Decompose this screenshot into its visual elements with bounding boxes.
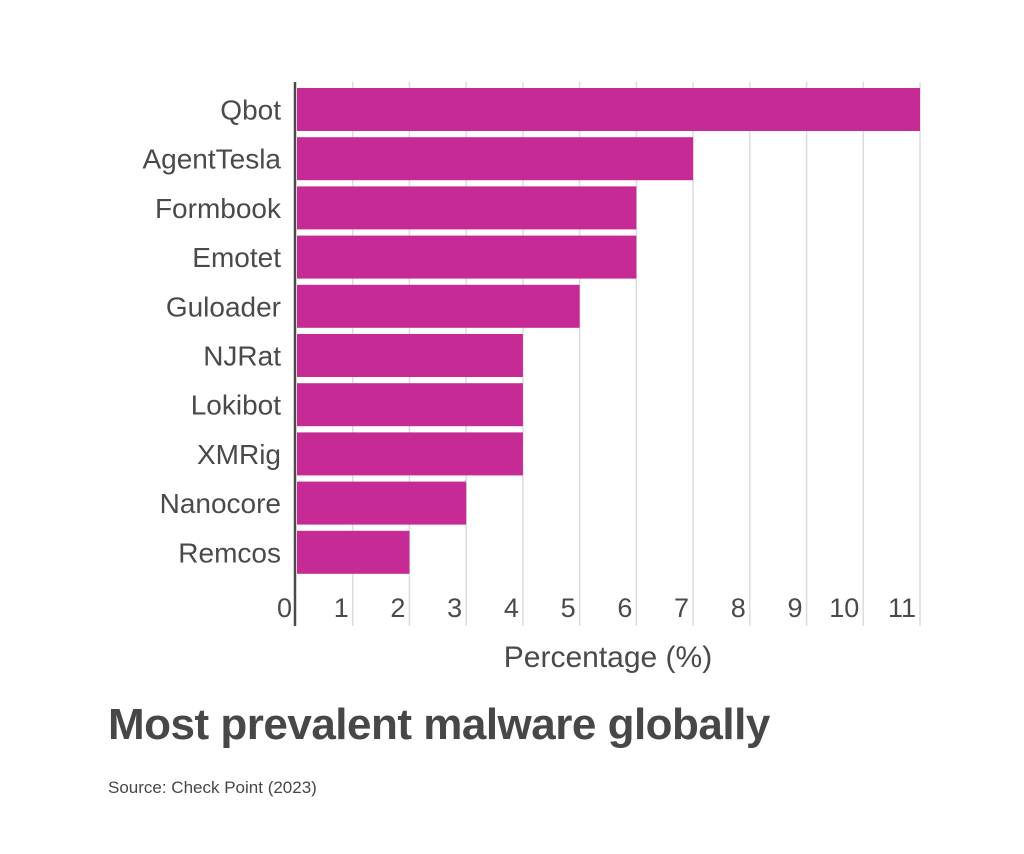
x-tick-label: 10 bbox=[829, 593, 859, 623]
category-label: Nanocore bbox=[160, 488, 281, 519]
x-tick-label: 3 bbox=[447, 593, 462, 623]
category-label: Qbot bbox=[220, 95, 281, 126]
x-tick-label: 11 bbox=[888, 593, 916, 623]
bar-xmrig bbox=[297, 432, 523, 476]
x-axis-label: Percentage (%) bbox=[504, 641, 712, 674]
bar-qbot bbox=[297, 88, 920, 131]
x-tick-label: 2 bbox=[390, 593, 405, 623]
category-label: AgentTesla bbox=[142, 144, 281, 175]
x-tick-label: 4 bbox=[504, 593, 519, 623]
category-label: Lokibot bbox=[191, 390, 282, 421]
bar-remcos bbox=[297, 530, 410, 574]
category-label: Emotet bbox=[192, 242, 281, 273]
chart-title: Most prevalent malware globally bbox=[108, 700, 770, 749]
x-tick-label: 8 bbox=[731, 593, 746, 623]
x-tick-label: 0 bbox=[277, 593, 292, 623]
x-tick-label: 1 bbox=[334, 593, 349, 623]
category-label: XMRig bbox=[197, 439, 281, 470]
x-tick-label: 9 bbox=[788, 593, 803, 623]
bar-lokibot bbox=[297, 383, 523, 427]
bar-nanocore bbox=[297, 481, 467, 525]
x-tick-label: 7 bbox=[674, 593, 689, 623]
category-label: Formbook bbox=[155, 193, 282, 224]
category-label: Guloader bbox=[166, 291, 281, 322]
bar-emotet bbox=[297, 235, 637, 279]
category-label: Remcos bbox=[178, 537, 281, 568]
bar-guloader bbox=[297, 284, 580, 328]
bar-njrat bbox=[297, 334, 523, 377]
chart-source: Source: Check Point (2023) bbox=[108, 778, 317, 797]
category-label: NJRat bbox=[203, 341, 281, 372]
x-tick-label: 6 bbox=[617, 593, 632, 623]
bar-agenttesla bbox=[297, 137, 694, 181]
bar-formbook bbox=[297, 186, 637, 230]
x-tick-label: 5 bbox=[561, 593, 576, 623]
